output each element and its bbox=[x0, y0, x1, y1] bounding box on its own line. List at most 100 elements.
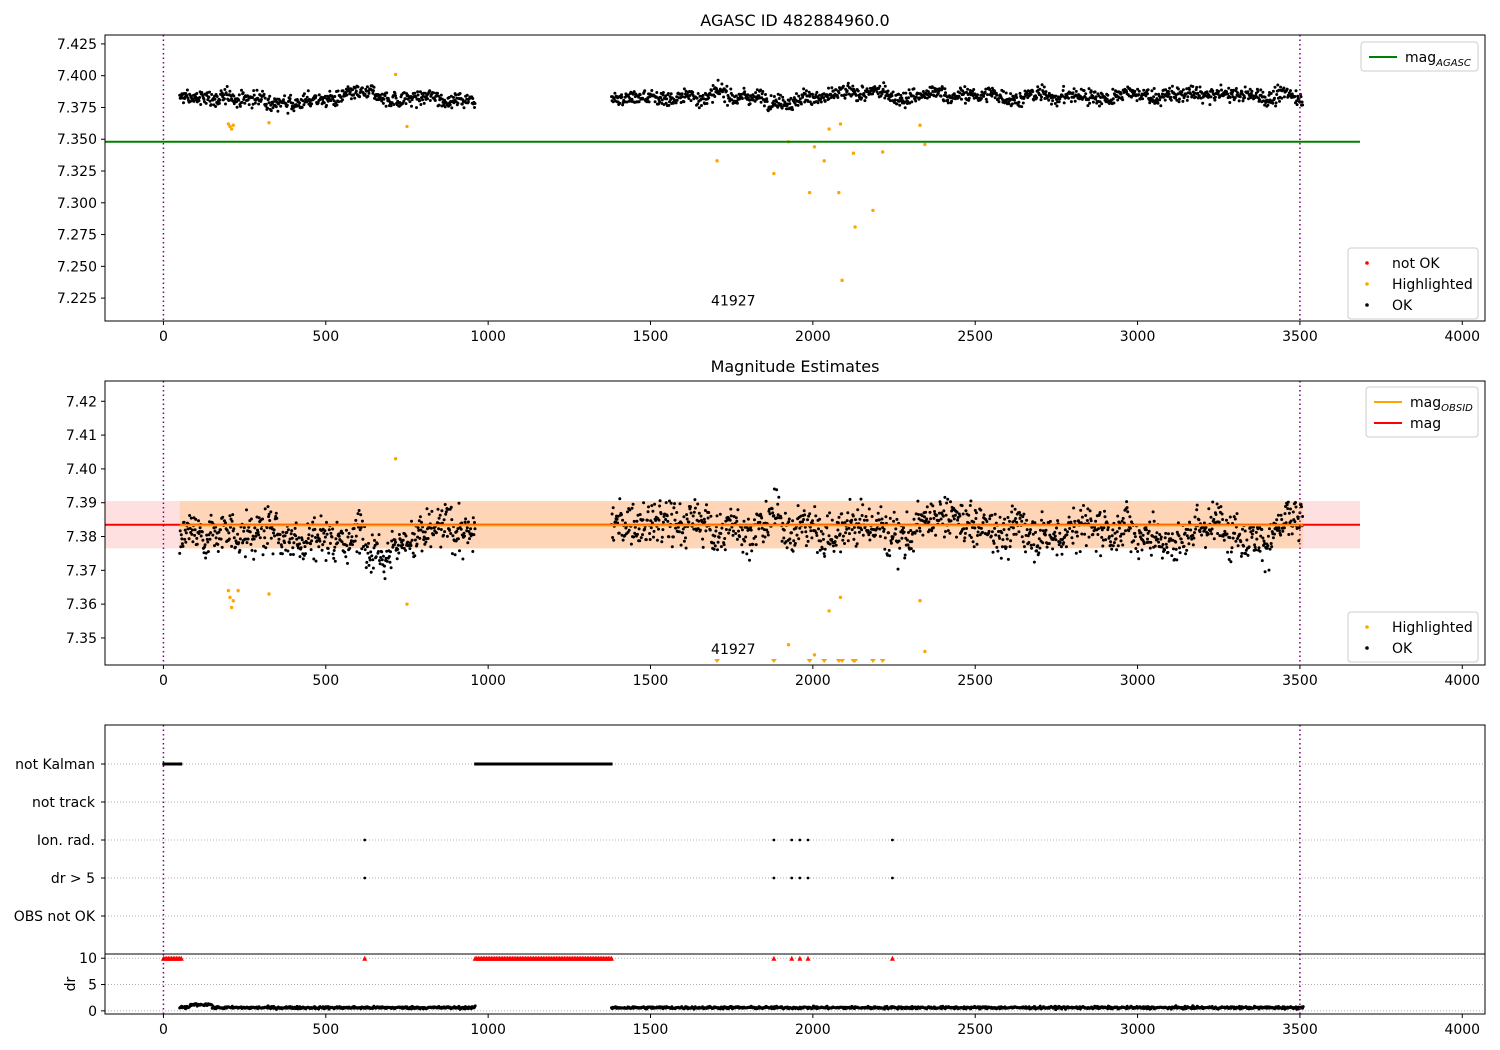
flag-point bbox=[772, 876, 776, 880]
ok-point bbox=[691, 90, 695, 94]
ok-point bbox=[717, 535, 721, 539]
ok-point bbox=[1293, 520, 1297, 524]
ok-point bbox=[409, 544, 413, 547]
ok-point bbox=[621, 103, 625, 107]
ok-point bbox=[998, 536, 1002, 540]
ok-point bbox=[208, 537, 212, 541]
ok-point bbox=[882, 81, 886, 85]
ok-point bbox=[373, 538, 376, 542]
ok-point bbox=[769, 107, 772, 111]
ok-point bbox=[425, 507, 429, 511]
ok-point bbox=[1101, 544, 1105, 548]
ok-point bbox=[925, 517, 929, 521]
ok-point bbox=[701, 93, 705, 97]
ok-point bbox=[716, 540, 720, 544]
ok-point bbox=[1094, 97, 1098, 101]
ok-point bbox=[993, 89, 997, 93]
ok-point bbox=[1098, 511, 1102, 514]
ok-point bbox=[1249, 525, 1253, 529]
ok-point bbox=[687, 97, 691, 100]
ok-point bbox=[983, 90, 987, 94]
highlighted-point bbox=[871, 208, 875, 213]
ok-point bbox=[1043, 531, 1047, 535]
ok-point bbox=[1158, 533, 1162, 536]
ok-point bbox=[1137, 529, 1141, 533]
ok-point bbox=[1246, 553, 1250, 557]
ok-point bbox=[856, 99, 860, 103]
ok-point bbox=[986, 93, 989, 97]
ok-point bbox=[944, 91, 947, 95]
ok-point bbox=[832, 96, 836, 100]
ok-point bbox=[1219, 505, 1223, 509]
ok-point bbox=[302, 541, 306, 545]
ok-point bbox=[665, 514, 669, 518]
ok-point bbox=[1266, 534, 1270, 538]
ok-point bbox=[889, 541, 893, 545]
ok-point bbox=[1273, 532, 1276, 536]
ok-point bbox=[993, 512, 997, 516]
ok-point bbox=[306, 89, 310, 93]
ok-point bbox=[416, 535, 420, 539]
ok-point bbox=[369, 570, 373, 574]
ok-point bbox=[356, 85, 360, 89]
ok-point bbox=[643, 527, 647, 531]
ok-point bbox=[613, 91, 617, 95]
ok-point bbox=[724, 89, 728, 93]
ok-point bbox=[1210, 527, 1214, 531]
ok-point bbox=[844, 531, 848, 535]
ok-point bbox=[371, 566, 375, 570]
ok-point bbox=[1266, 103, 1270, 107]
ok-point bbox=[320, 95, 323, 99]
flag-point bbox=[560, 762, 563, 766]
ok-point bbox=[942, 509, 946, 513]
ok-point bbox=[1072, 506, 1076, 510]
ok-point bbox=[1045, 545, 1049, 549]
ok-point bbox=[1079, 508, 1083, 512]
ok-point bbox=[944, 530, 947, 533]
ok-point bbox=[317, 545, 321, 549]
ok-point bbox=[217, 530, 221, 534]
ok-point bbox=[1163, 548, 1167, 552]
ok-point bbox=[1089, 89, 1093, 93]
ok-point bbox=[399, 538, 402, 542]
ok-point bbox=[180, 537, 184, 541]
ok-point bbox=[1277, 88, 1281, 92]
ok-point bbox=[193, 533, 197, 537]
ok-point bbox=[668, 499, 671, 503]
ok-point bbox=[364, 89, 368, 93]
ok-point bbox=[776, 513, 780, 517]
ok-point bbox=[1296, 517, 1300, 520]
ok-point bbox=[1112, 101, 1116, 105]
highlighted-point bbox=[918, 599, 922, 603]
ok-point bbox=[722, 95, 726, 99]
ok-point bbox=[439, 545, 443, 549]
ok-point bbox=[347, 531, 351, 535]
ok-point bbox=[1226, 92, 1230, 96]
ok-point bbox=[252, 89, 256, 93]
ok-point bbox=[903, 556, 907, 560]
ok-point bbox=[935, 513, 939, 517]
ok-point bbox=[1282, 95, 1286, 99]
ok-point bbox=[927, 520, 931, 524]
ok-point bbox=[802, 87, 806, 91]
ok-point bbox=[823, 554, 827, 558]
flag-point bbox=[168, 762, 171, 766]
ok-point bbox=[472, 533, 476, 537]
ok-point bbox=[735, 537, 739, 541]
ok-point bbox=[962, 539, 966, 543]
ok-point bbox=[1055, 526, 1058, 530]
offscale-marker bbox=[879, 659, 886, 663]
ok-point bbox=[1009, 539, 1013, 543]
ok-point bbox=[269, 109, 273, 113]
ok-point bbox=[1124, 529, 1127, 533]
ok-point bbox=[348, 90, 352, 94]
ok-point bbox=[704, 529, 708, 533]
flag-point bbox=[532, 762, 535, 766]
ok-point bbox=[907, 96, 910, 100]
flag-point bbox=[806, 876, 810, 880]
ok-point bbox=[1233, 96, 1237, 100]
ok-point bbox=[1099, 96, 1103, 99]
ok-point bbox=[253, 526, 257, 530]
ok-point bbox=[250, 548, 254, 552]
